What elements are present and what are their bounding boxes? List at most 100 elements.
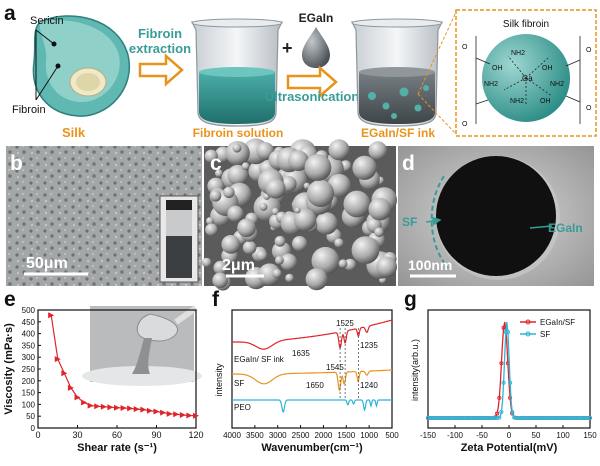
sem-particle [338, 259, 348, 269]
sem-particle [256, 142, 275, 160]
viscosity-point [74, 394, 81, 401]
sem-particle [206, 217, 214, 225]
peak-annotation: 1650 [306, 381, 324, 390]
zeta-point [492, 415, 498, 421]
zeta-potential-chart: -150 -100 -50 0 50 100 150 Zeta Potential(mV) in… [410, 309, 597, 454]
fibroin-solution-beaker [191, 18, 283, 127]
zeta-point [551, 415, 556, 421]
viscosity-point [140, 406, 147, 413]
sem-particle [242, 240, 257, 255]
y-axis-label: Viscosity (mPa·s) [3, 323, 15, 415]
sem-particle [280, 253, 297, 271]
y-tick-label: 250 [22, 365, 36, 374]
ultrasonication-label: Ultrasonication [265, 89, 360, 104]
sem-particle [275, 255, 284, 265]
sericin-label: Sericin [30, 15, 64, 27]
nh2-label-left: NH2 [484, 81, 498, 88]
zeta-point [425, 415, 431, 421]
zeta-point [512, 415, 517, 420]
zeta-point [553, 415, 558, 421]
zeta-series-1 [428, 321, 590, 419]
viscosity-point [94, 403, 101, 410]
process-arrow-2 [286, 65, 338, 99]
zeta-point [510, 409, 515, 415]
panel-e-label: e [4, 288, 16, 311]
x-tick-label: 3000 [269, 431, 287, 440]
sem-particle [351, 236, 380, 264]
zeta-point [581, 415, 586, 421]
zeta-point [443, 415, 448, 421]
zeta-point [536, 415, 541, 421]
panel-d: d SF EGaIn 100nm [398, 146, 594, 286]
viscosity-point [193, 412, 199, 419]
panel-c-scale-bar: 2μm [222, 257, 255, 274]
sem-particle [223, 186, 235, 198]
panel-d-label: d [402, 152, 415, 175]
x-tick-label: 2000 [315, 431, 333, 440]
zeta-point [585, 415, 590, 421]
process-arrow-1 [138, 53, 184, 87]
y-tick-label: 200 [22, 377, 36, 386]
oh-label-right: OH [542, 65, 553, 72]
viscosity-point [100, 403, 107, 410]
legend-entry: SF [540, 330, 550, 339]
zeta-point [566, 415, 571, 421]
zeta-point [516, 415, 521, 421]
panel-g: g -150 -100 -50 0 50 100 150 Zeta Potential(mV)… [404, 288, 597, 454]
sem-particle [343, 190, 371, 218]
zeta-point [564, 415, 569, 421]
zeta-point [527, 415, 532, 421]
zeta-point [577, 415, 582, 421]
viscosity-point [67, 384, 74, 391]
x-tick-label: 30 [72, 430, 82, 440]
sem-particle [352, 155, 377, 180]
zeta-point [570, 415, 575, 421]
zeta-point [482, 415, 487, 421]
viscosity-point [133, 406, 140, 413]
zeta-point [497, 415, 502, 420]
zeta-point [438, 415, 444, 421]
zeta-point [428, 415, 433, 421]
viscosity-point [160, 409, 167, 416]
zeta-point [520, 415, 526, 421]
zeta-point [540, 415, 545, 421]
zeta-point [464, 415, 469, 421]
sem-particle [232, 143, 242, 153]
silk-fibroin-title: Silk fibroin [503, 19, 549, 30]
zeta-point [456, 415, 461, 421]
zeta-point [434, 415, 439, 421]
x-tick-label: 2500 [292, 431, 310, 440]
sem-particle [227, 164, 249, 186]
zeta-point [495, 411, 500, 416]
fibroin-extraction-label-2: extraction [129, 41, 191, 56]
sem-particle [368, 141, 388, 160]
viscosity-point [173, 411, 180, 418]
legend-marker [525, 331, 531, 337]
panel-b-scale-bar: 50μm [26, 255, 68, 272]
zeta-point [475, 415, 480, 421]
ftir-series-1 [232, 369, 392, 392]
sem-particle [315, 212, 338, 235]
x-axis-label: Shear rate (s⁻¹) [77, 442, 157, 454]
zeta-point [447, 415, 452, 421]
viscosity-point [186, 412, 193, 419]
viscosity-point [146, 407, 153, 414]
axes-frame [231, 309, 393, 429]
viscosity-point [54, 356, 61, 363]
plus-sign: + [282, 38, 293, 58]
viscosity-point [61, 370, 68, 377]
x-tick-label: 500 [385, 431, 399, 440]
sem-particle [256, 250, 268, 261]
zeta-point [488, 415, 493, 421]
panel-a-label: a [4, 2, 16, 25]
sem-particle [271, 207, 279, 216]
sem-spheres [201, 138, 398, 291]
zeta-point [503, 330, 508, 335]
viscosity-point [114, 404, 120, 411]
zeta-point [546, 415, 552, 421]
sem-particle [292, 236, 308, 252]
y-tick-label: 50 [26, 412, 35, 421]
viscosity-point [81, 399, 88, 406]
y-tick-label: 100 [22, 400, 36, 409]
